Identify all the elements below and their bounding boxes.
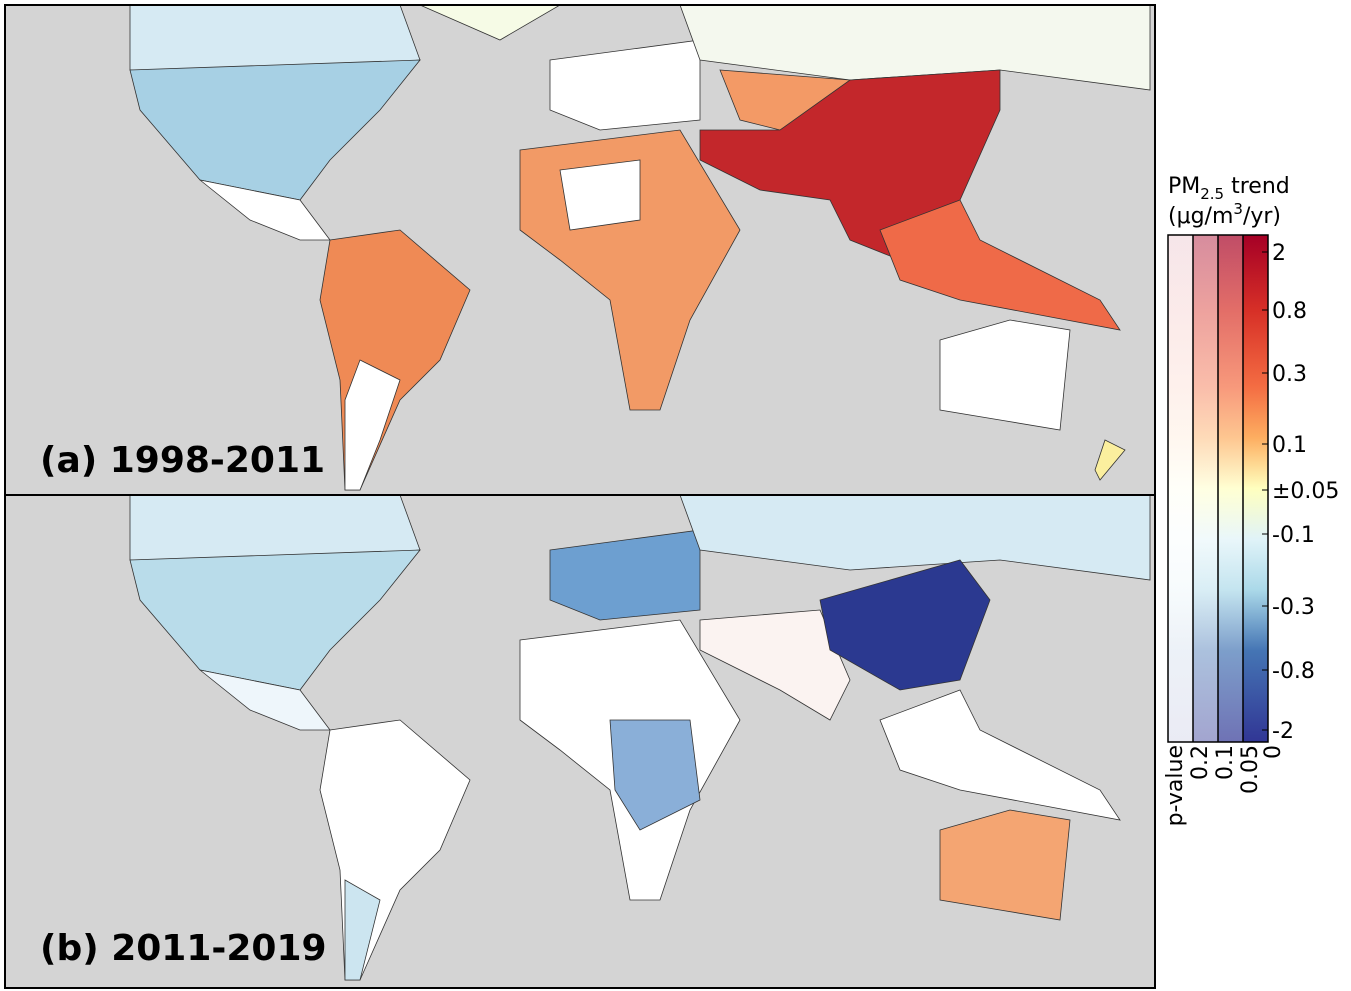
p-value-tick-label: 0.2 (1188, 745, 1213, 780)
colorbar-tick-label: -2 (1272, 719, 1294, 744)
colorbar-tick-label: -0.1 (1272, 523, 1315, 548)
colorbar-tick-label: ±0.05 (1272, 479, 1339, 504)
p-value-label: p-value (1163, 745, 1188, 826)
colorbar-tick-label: -0.3 (1272, 595, 1315, 620)
p-value-tick-label: 0 (1261, 745, 1286, 759)
colorbar: PM2.5 trend (μg/m3/yr) 2 0.8 0.3 0.1 ±0.05 -0… (1163, 174, 1339, 826)
colorbar-tick-label: -0.8 (1272, 659, 1315, 684)
panel-label: (b) 2011-2019 (40, 928, 327, 969)
colorbar-tick-label: 0.8 (1272, 299, 1307, 324)
colorbar-tick-label: 2 (1272, 241, 1286, 266)
colorbar-tick-label: 0.3 (1272, 362, 1307, 387)
map-panel-b (5, 495, 1155, 988)
colorbar-tick-label: 0.1 (1272, 433, 1307, 458)
panel-label: (a) 1998-2011 (40, 440, 325, 481)
colorbar-title: PM2.5 trend (1168, 174, 1290, 203)
p-value-tick-label: 0.1 (1213, 745, 1238, 780)
p-value-tick-label: 0.05 (1238, 745, 1263, 794)
colorbar-unit: (μg/m3/yr) (1168, 200, 1281, 229)
map-panel-a (5, 5, 1155, 495)
